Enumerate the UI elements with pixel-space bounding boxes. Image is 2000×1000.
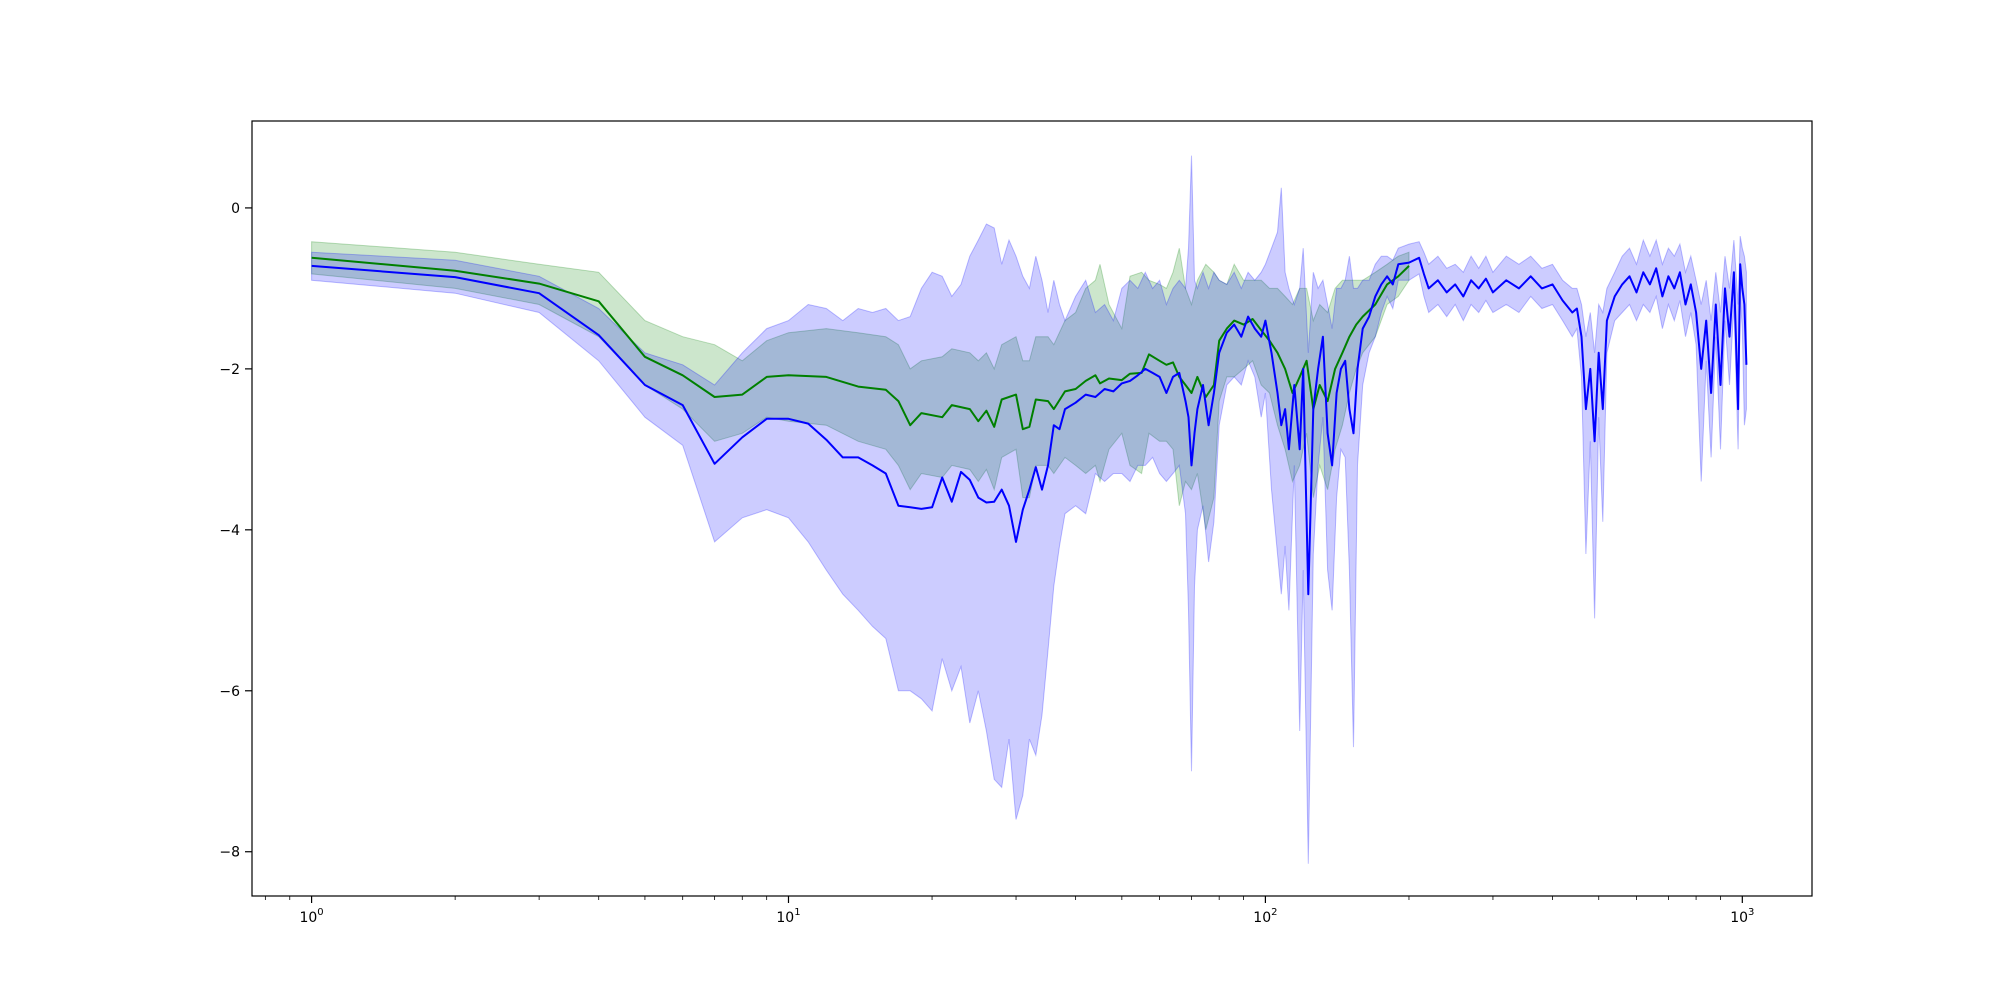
x-tick-label-1: 101 <box>776 907 800 926</box>
series-2-band <box>311 155 1747 864</box>
y-tick-label-1: −2 <box>219 362 240 378</box>
series-2-line <box>311 256 1748 596</box>
series-1-line <box>311 256 1410 431</box>
y-tick-label-0: 0 <box>231 201 240 217</box>
plot-frame <box>251 120 1813 897</box>
y-axis: 0 −2 −4 −6 −8 <box>219 201 252 861</box>
series-1-band <box>311 241 1410 530</box>
y-tick-label-2: −4 <box>219 523 240 539</box>
plot-area <box>252 121 1812 896</box>
x-tick-label-2: 102 <box>1253 907 1277 926</box>
y-tick-label-3: −6 <box>219 684 240 700</box>
x-tick-label-0: 100 <box>299 907 323 926</box>
x-tick-label-3: 103 <box>1730 907 1754 926</box>
x-axis: 100 101 102 103 <box>264 896 1754 926</box>
confidence-bands <box>311 155 1747 864</box>
series-lines <box>311 256 1748 596</box>
y-tick-label-4: −8 <box>219 845 240 861</box>
